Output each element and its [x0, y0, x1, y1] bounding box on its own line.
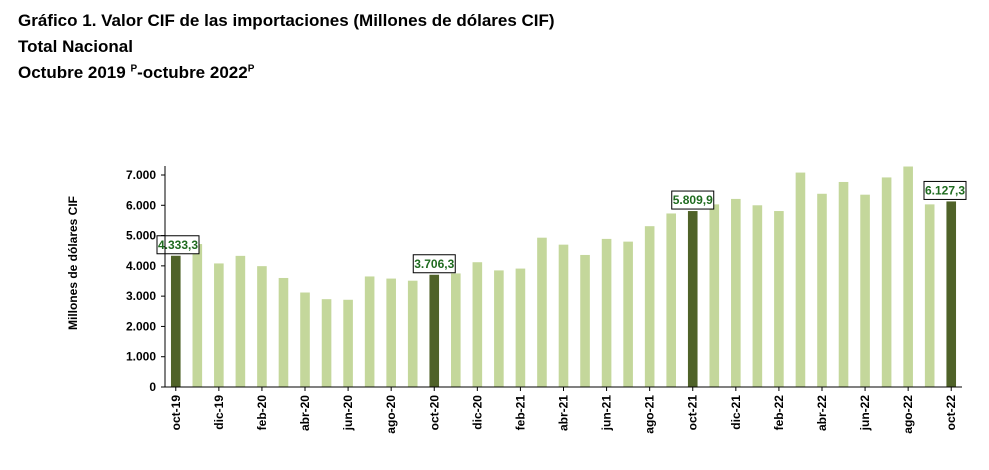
highlight-bar: [170, 255, 181, 387]
bar: [407, 280, 418, 387]
bar: [838, 181, 849, 387]
highlight-bar: [946, 201, 957, 387]
bar: [450, 273, 461, 387]
x-tick-label: dic-21: [729, 395, 743, 430]
bar: [278, 277, 289, 387]
bar: [235, 255, 246, 387]
chart-header: Gráfico 1. Valor CIF de las importacione…: [18, 8, 555, 86]
data-label-box: [923, 180, 967, 200]
y-tick-label: 6.000: [126, 198, 156, 212]
data-label: 6.127,3: [925, 183, 965, 197]
period-mark-start: P: [130, 63, 138, 75]
data-label-box: [412, 254, 456, 274]
bar: [752, 205, 763, 387]
y-tick-label: 3.000: [126, 289, 156, 303]
x-tick-label: ago-20: [384, 395, 398, 434]
x-tick-label: feb-22: [772, 395, 786, 431]
x-tick-label: abr-22: [815, 395, 829, 431]
bar: [881, 177, 892, 387]
x-tick-label: jun-21: [600, 395, 614, 432]
bar: [924, 204, 935, 387]
bar: [515, 268, 526, 387]
x-tick-label: oct-21: [686, 395, 700, 431]
x-tick-label: jun-22: [858, 395, 872, 432]
bar: [364, 276, 375, 387]
bar: [472, 262, 483, 387]
y-tick-label: 7.000: [126, 168, 156, 182]
x-tick-label: abr-20: [298, 395, 312, 431]
data-label: 5.809,9: [673, 193, 713, 207]
x-tick-label: oct-22: [944, 395, 958, 431]
data-label-box: [156, 235, 200, 255]
bar: [903, 166, 913, 387]
bar: [300, 292, 310, 387]
bar: [580, 254, 590, 387]
bar: [257, 266, 267, 387]
y-tick-label: 4.000: [126, 259, 156, 273]
period-end: -octubre 2022: [137, 63, 248, 82]
y-tick-label: 0: [149, 380, 156, 394]
bar: [795, 172, 806, 387]
bar: [192, 244, 203, 387]
highlight-bar: [429, 274, 440, 387]
bar: [774, 211, 784, 387]
chart-subtitle: Total Nacional: [18, 37, 133, 56]
chart-title: Gráfico 1. Valor CIF de las importacione…: [18, 11, 555, 30]
bar: [623, 241, 633, 387]
x-tick-label: jun-20: [341, 395, 355, 432]
data-label-box: [671, 190, 715, 210]
y-tick-label: 2.000: [126, 319, 156, 333]
bar: [494, 270, 504, 387]
x-tick-label: feb-20: [255, 395, 269, 431]
bar: [817, 193, 827, 387]
data-label: 4.333,3: [158, 238, 198, 252]
x-tick-label: dic-19: [212, 395, 226, 430]
bar: [666, 213, 677, 387]
bar: [386, 278, 396, 387]
period-mark-end: P: [247, 63, 255, 75]
chart-period: Octubre 2019 P-octubre 2022P: [18, 60, 555, 86]
plot-area: 0 1.000 2.000 3.000 4.000 5.000 6.000 7.000 oct-…: [126, 166, 967, 434]
x-tick-label: oct-20: [427, 395, 441, 431]
bar: [321, 299, 332, 387]
bar: [601, 238, 612, 387]
bar: [537, 237, 547, 387]
x-tick-label: feb-21: [513, 395, 527, 431]
bar: [214, 263, 224, 387]
bar: [709, 204, 720, 387]
bar: [558, 244, 569, 387]
bar: [343, 299, 353, 387]
period-start: Octubre 2019: [18, 63, 126, 82]
highlight-bar: [687, 211, 698, 387]
bar: [644, 226, 655, 387]
bar: [860, 194, 870, 387]
y-tick-label: 1.000: [126, 350, 156, 364]
x-tick-label: ago-22: [901, 395, 915, 434]
y-tick-label: 5.000: [126, 229, 156, 243]
data-label: 3.706,3: [414, 257, 454, 271]
x-tick-label: abr-21: [557, 395, 571, 431]
y-axis-label: Millones de dólares CIF: [66, 196, 80, 330]
x-tick-label: oct-19: [169, 395, 183, 431]
x-tick-label: ago-21: [643, 395, 657, 434]
bar: [731, 198, 741, 387]
x-tick-label: dic-20: [470, 395, 484, 430]
